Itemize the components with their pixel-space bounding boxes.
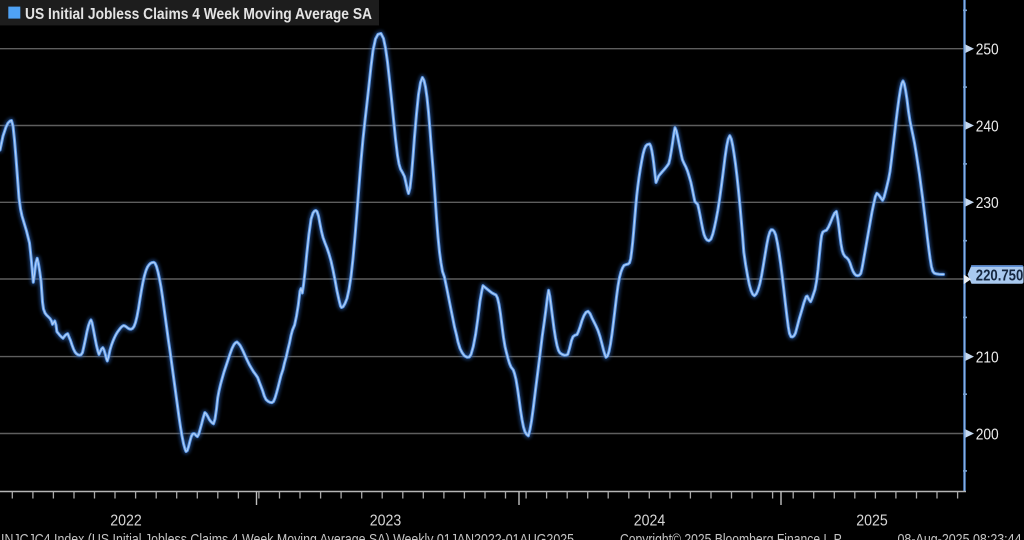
svg-text:US Initial Jobless Claims 4 We: US Initial Jobless Claims 4 Week Moving …	[25, 6, 372, 23]
svg-text:08-Aug-2025 08:23:44: 08-Aug-2025 08:23:44	[898, 531, 1022, 540]
svg-text:210: 210	[976, 349, 999, 366]
svg-text:Copyright© 2025 Bloomberg Fina: Copyright© 2025 Bloomberg Finance L.P.	[620, 531, 844, 540]
svg-text:INJCJC4 Index (US Initial Jobl: INJCJC4 Index (US Initial Jobless Claims…	[1, 531, 574, 540]
svg-text:2022: 2022	[110, 513, 142, 530]
svg-text:200: 200	[976, 426, 999, 443]
svg-text:250: 250	[976, 42, 999, 59]
svg-text:2023: 2023	[370, 513, 402, 530]
svg-text:240: 240	[976, 118, 999, 135]
svg-text:2025: 2025	[856, 513, 888, 530]
svg-text:230: 230	[976, 195, 999, 212]
svg-text:220.750: 220.750	[976, 267, 1024, 284]
svg-text:2024: 2024	[634, 513, 666, 530]
